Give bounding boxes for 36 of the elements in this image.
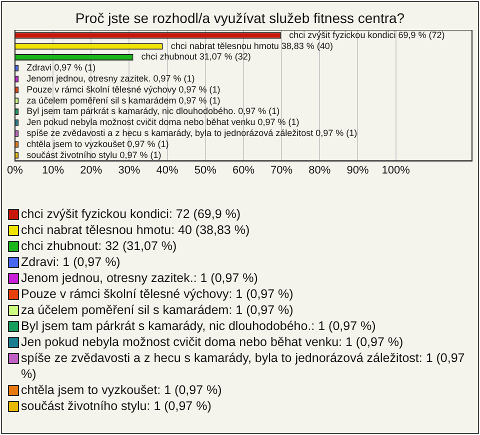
category-label: Jen pokud nebyla možnost cvičit doma nebo běhat venku 0,97 % (1)	[26, 117, 300, 128]
category-label: spíše ze zvědavosti a z hecu s kamarády, byla to jednorázová záležitost 0,97 % (1)	[26, 128, 358, 138]
category-label: chci nabrat tělesnou hmotu 38,83 % (40)	[170, 40, 333, 51]
x-tick-label: 70%	[270, 164, 293, 176]
category-label: chci zvýšit fyzickou kondici 69,9 % (72)	[289, 30, 445, 40]
category-label: Pouze v rámci školní tělesné výchovy 0,97 % (1)	[26, 84, 220, 94]
text: chci nabrat tělesnou hmotu: 40 (38,83 %)	[21, 222, 250, 238]
text: Jenom jednou, otresny zazitek.: 1 (0,97 %)	[21, 270, 258, 286]
category-label: Byl jsem tam párkrát s kamarády, nic dlouhodobého. 0,97 % (1)	[26, 106, 280, 116]
x-tick-label: 60%	[232, 164, 255, 176]
text: chci zhubnout: 32 (31,07 %)	[21, 238, 177, 254]
chart-title: Proč jste se rozhodl/a využívat služeb fitness centra?	[74, 10, 406, 26]
category-label: za účelem poměření sil s kamarádem 0,97 % (1)	[26, 95, 220, 106]
category-label: chtěla jsem to vyzkoušet 0,97 % (1)	[26, 138, 169, 149]
x-tick-label: 10%	[42, 164, 64, 176]
x-tick-label: 90%	[346, 164, 369, 176]
x-tick-label: 20%	[80, 164, 102, 176]
category-label: chci zhubnout 31,07 % (32)	[141, 52, 251, 62]
text: Byl jsem tam párkrát s kamarády, nic dlouhodobého.: 1 (0,97 %)	[21, 318, 376, 334]
text: Pouze v rámci školní tělesné výchovy: 1 (0,97 %)	[21, 286, 294, 302]
x-tick-label: 0%	[6, 164, 24, 176]
x-tick-label: 30%	[118, 164, 140, 176]
x-tick-label: 100%	[382, 164, 410, 176]
x-tick-label: 40%	[156, 164, 179, 176]
x-tick-label: 80%	[308, 164, 331, 176]
text: chci zvýšit fyzickou kondici: 72 (69,9 %)	[21, 206, 241, 222]
text: spíše ze zvědavosti a z hecu s kamarády, byla to jednorázová záležitost: 1 (0,97 %)	[21, 350, 466, 382]
x-tick-label: 50%	[194, 164, 217, 176]
text: za účelem poměření sil s kamarádem: 1 (0,97 %)	[21, 302, 294, 318]
text: chtěla jsem to vyzkoušet: 1 (0,97 %)	[21, 382, 222, 398]
category-label: Jenom jednou, otresny zazitek. 0,97 % (1)	[26, 74, 195, 84]
category-label: Zdravi 0,97 % (1)	[26, 62, 96, 73]
text: Jen pokud nebyla možnost cvičit doma nebo běhat venku: 1 (0,97 %)	[21, 334, 404, 350]
category-label: součást životního stylu 0,97 % (1)	[26, 150, 162, 160]
text: součást životního stylu: 1 (0,97 %)	[21, 398, 212, 414]
text: Zdravi: 1 (0,97 %)	[21, 254, 120, 270]
